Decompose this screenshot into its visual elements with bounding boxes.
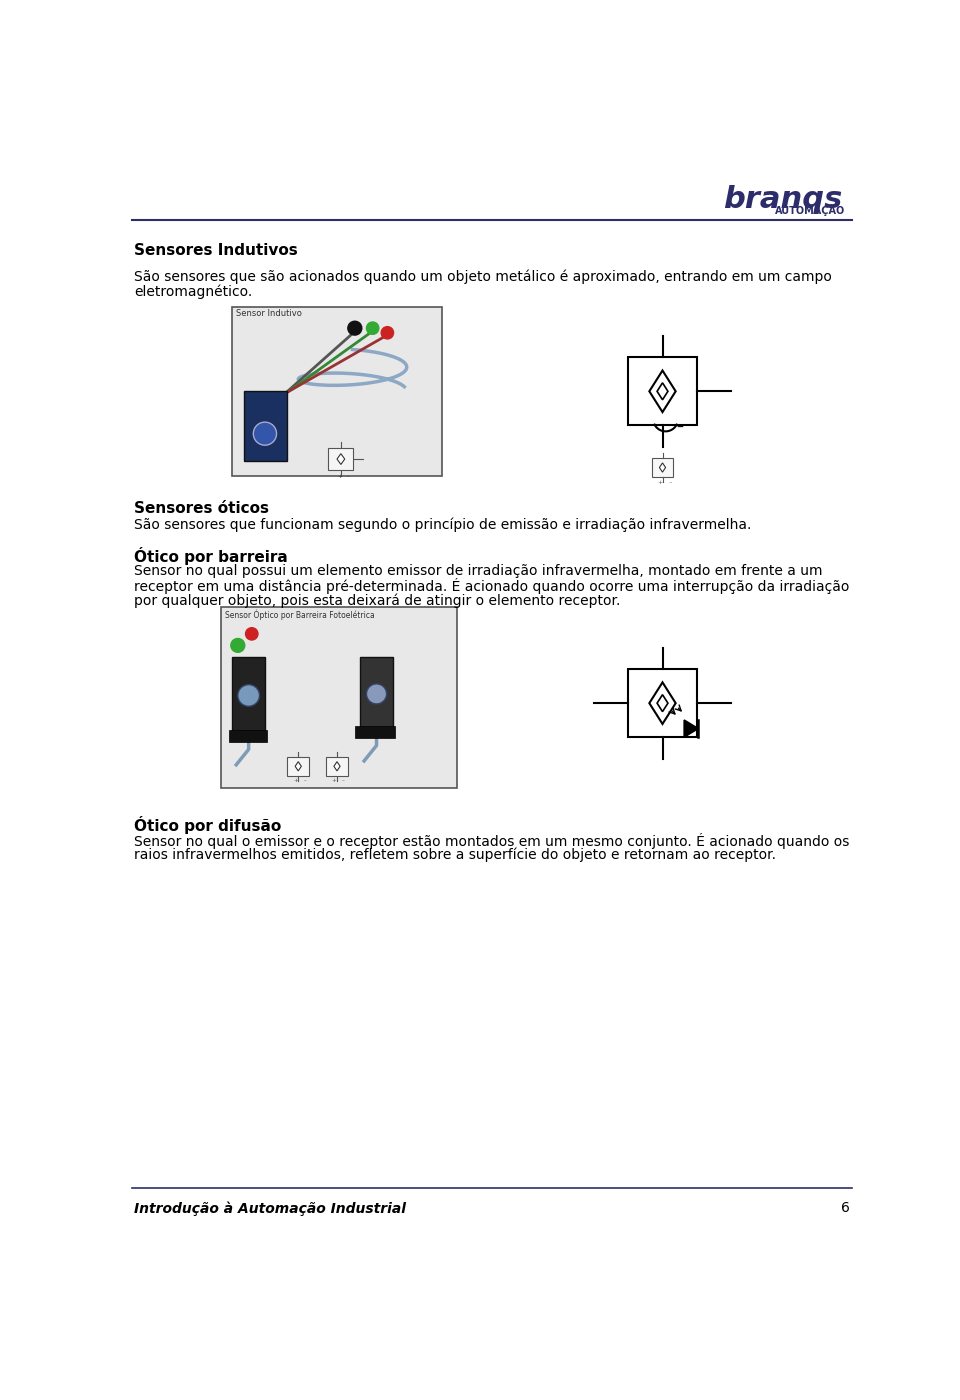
Bar	[629, 669, 697, 736]
Bar	[232, 307, 442, 476]
Circle shape	[230, 638, 245, 652]
Text: –: –	[677, 420, 684, 434]
Text: Sensor no qual possui um elemento emissor de irradiação infravermelha, montado e: Sensor no qual possui um elemento emisso…	[134, 564, 823, 578]
Circle shape	[348, 321, 362, 335]
Polygon shape	[334, 762, 340, 771]
Polygon shape	[337, 454, 345, 465]
Circle shape	[238, 685, 259, 706]
Bar	[232, 657, 265, 734]
Circle shape	[253, 423, 276, 445]
Polygon shape	[649, 682, 676, 724]
Polygon shape	[295, 762, 301, 771]
Text: Sensor Indutivo: Sensor Indutivo	[236, 309, 302, 318]
Text: São sensores que são acionados quando um objeto metálico é aproximado, entrando : São sensores que são acionados quando um…	[134, 270, 831, 284]
Text: receptor em uma distância pré-determinada. É acionado quando ocorre uma interrup: receptor em uma distância pré-determinad…	[134, 578, 850, 595]
Polygon shape	[657, 694, 668, 711]
Circle shape	[246, 627, 258, 640]
Bar	[287, 757, 309, 776]
Text: Sensor Óptico por Barreira Fotoelétrica: Sensor Óptico por Barreira Fotoelétrica	[225, 609, 374, 620]
Text: Ótico por barreira: Ótico por barreira	[134, 547, 288, 564]
Text: Ótico por difusão: Ótico por difusão	[134, 816, 281, 834]
Text: 6: 6	[841, 1201, 850, 1215]
Circle shape	[367, 322, 379, 335]
Text: eletromagnético.: eletromagnético.	[134, 284, 252, 298]
Text: São sensores que funcionam segundo o princípio de emissão e irradiação infraverm: São sensores que funcionam segundo o pri…	[134, 518, 752, 532]
Text: por qualquer objeto, pois esta deixará de atingir o elemento receptor.: por qualquer objeto, pois esta deixará d…	[134, 594, 620, 608]
Text: Sensores Indutivos: Sensores Indutivos	[134, 244, 298, 259]
Polygon shape	[657, 382, 668, 400]
Text: +   –: + –	[658, 480, 672, 484]
Polygon shape	[649, 371, 676, 412]
Bar	[629, 357, 697, 426]
Bar	[328, 448, 353, 470]
Text: Sensor no qual o emissor e o receptor estão montados em um mesmo conjunto. É aci: Sensor no qual o emissor e o receptor es…	[134, 833, 850, 850]
Bar	[228, 731, 267, 742]
Circle shape	[367, 683, 387, 704]
Text: +  -: + -	[338, 473, 349, 479]
Circle shape	[381, 326, 394, 339]
Bar	[355, 727, 396, 738]
Text: +   –: + –	[294, 777, 306, 783]
Text: branqs: branqs	[723, 185, 842, 214]
Bar	[360, 657, 393, 731]
Text: AUTOMAÇÃO: AUTOMAÇÃO	[775, 204, 845, 216]
Polygon shape	[660, 463, 665, 472]
Text: +   –: + –	[332, 777, 345, 783]
Text: Sensores óticos: Sensores óticos	[134, 501, 269, 515]
Bar	[244, 392, 287, 461]
Polygon shape	[684, 720, 698, 736]
Text: raios infravermelhos emitidos, refletem sobre a superfície do objeto e retornam : raios infravermelhos emitidos, refletem …	[134, 848, 776, 862]
Bar	[221, 608, 457, 788]
Bar	[652, 458, 673, 477]
Text: Introdução à Automação Industrial: Introdução à Automação Industrial	[134, 1201, 406, 1215]
Bar	[326, 757, 348, 776]
